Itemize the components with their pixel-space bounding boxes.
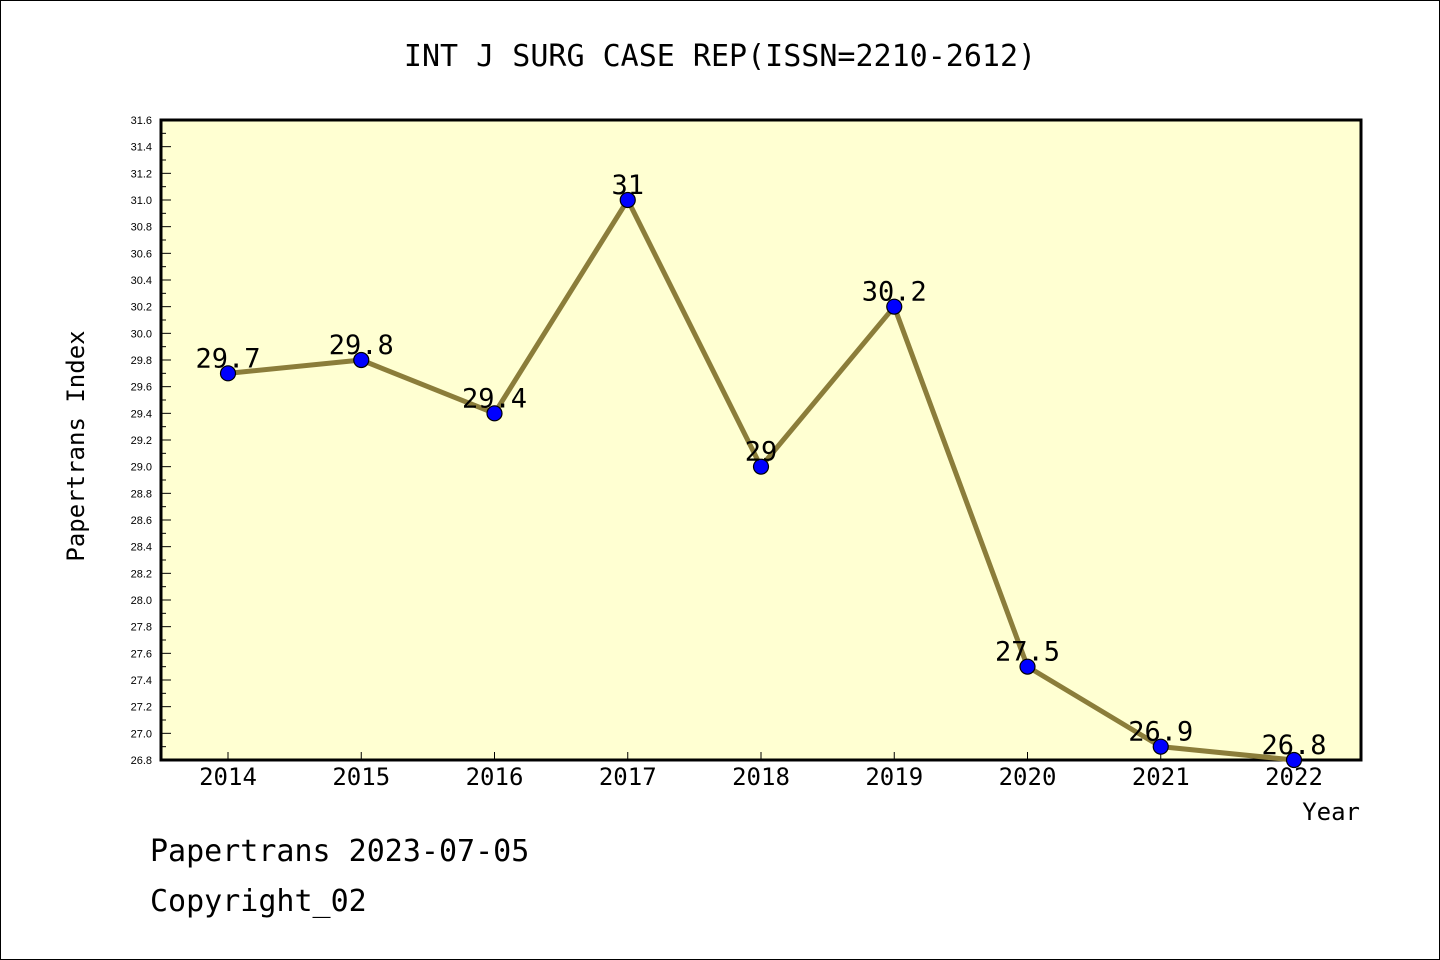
data-labels: 29.7 29.8 29.4 31 29 30.2 27.5 26.9 26.8 (195, 170, 1326, 761)
y-tick-label: 29.0 (131, 462, 152, 474)
y-tick-label: 30.6 (131, 248, 152, 260)
data-label: 26.9 (1128, 717, 1193, 748)
y-tick-label: 31.4 (131, 142, 152, 154)
x-tick-label: 2015 (332, 763, 390, 791)
x-tick-label: 2019 (865, 763, 923, 791)
data-point-marker (1019, 658, 1036, 675)
data-markers (219, 191, 1303, 769)
y-tick-label: 27.0 (131, 728, 152, 740)
y-tick-label: 27.8 (131, 622, 152, 634)
y-tick-label: 29.6 (131, 382, 152, 394)
data-label: 29.7 (195, 343, 260, 374)
y-tick-label: 28.4 (131, 542, 152, 554)
plot-area (159, 118, 1363, 762)
y-tick-label: 29.4 (131, 408, 152, 420)
y-tick-label: 28.2 (131, 568, 152, 580)
x-tick-label: 2017 (599, 763, 657, 791)
data-point-marker (886, 298, 903, 315)
data-label: 26.8 (1261, 730, 1326, 761)
data-label: 30.2 (862, 277, 927, 308)
x-tick-label: 2018 (732, 763, 790, 791)
data-point-marker (752, 458, 770, 475)
data-label: 29 (745, 437, 778, 468)
data-point-marker (1285, 751, 1303, 769)
data-label: 29.4 (462, 383, 527, 414)
y-tick-label: 26.8 (131, 755, 152, 767)
y-axis-label: Papertrans Index (62, 330, 90, 561)
y-tick-label: 31.0 (131, 195, 152, 207)
y-tick-label: 28.6 (131, 515, 152, 527)
x-axis-label: Year (1302, 798, 1360, 826)
y-tick-label: 29.2 (131, 435, 152, 447)
x-tick-label: 2021 (1132, 763, 1190, 791)
data-label: 27.5 (995, 637, 1060, 668)
y-axis: 26.8 27.0 27.2 27.4 27.6 27.8 28.0 28.2 28.4 28.6… (131, 115, 171, 767)
y-tick-label: 28.8 (131, 488, 152, 500)
y-tick-label: 30.2 (131, 302, 152, 314)
y-tick-label: 27.2 (131, 702, 152, 714)
y-tick-label: 30.0 (131, 328, 152, 340)
data-point-marker (219, 365, 237, 382)
y-tick-label: 30.4 (131, 275, 152, 287)
y-tick-label: 27.6 (131, 648, 152, 660)
data-point-marker (353, 351, 370, 369)
y-tick-label: 31.6 (131, 115, 152, 127)
x-tick-label: 2016 (466, 763, 524, 791)
x-tick-label: 2020 (999, 763, 1057, 791)
x-tick-label: 2014 (199, 763, 257, 791)
footer-date: Papertrans 2023-07-05 (150, 834, 530, 869)
data-point-marker (619, 191, 636, 209)
y-tick-label: 30.8 (131, 222, 152, 234)
y-tick-label: 29.8 (131, 355, 152, 367)
data-point-marker (486, 405, 503, 422)
footer-copyright: Copyright_02 (150, 884, 367, 919)
y-tick-label: 27.4 (131, 675, 152, 687)
x-axis: 2014 2015 2016 2017 2018 2019 2020 2021 2022 (199, 752, 1323, 791)
data-label: 31 (611, 170, 644, 201)
data-label: 29.8 (329, 330, 394, 361)
chart-title: INT J SURG CASE REP(ISSN=2210-2612) (404, 39, 1036, 74)
y-tick-label: 28.0 (131, 595, 152, 607)
y-tick-label: 31.2 (131, 168, 152, 180)
data-point-marker (1152, 738, 1169, 755)
